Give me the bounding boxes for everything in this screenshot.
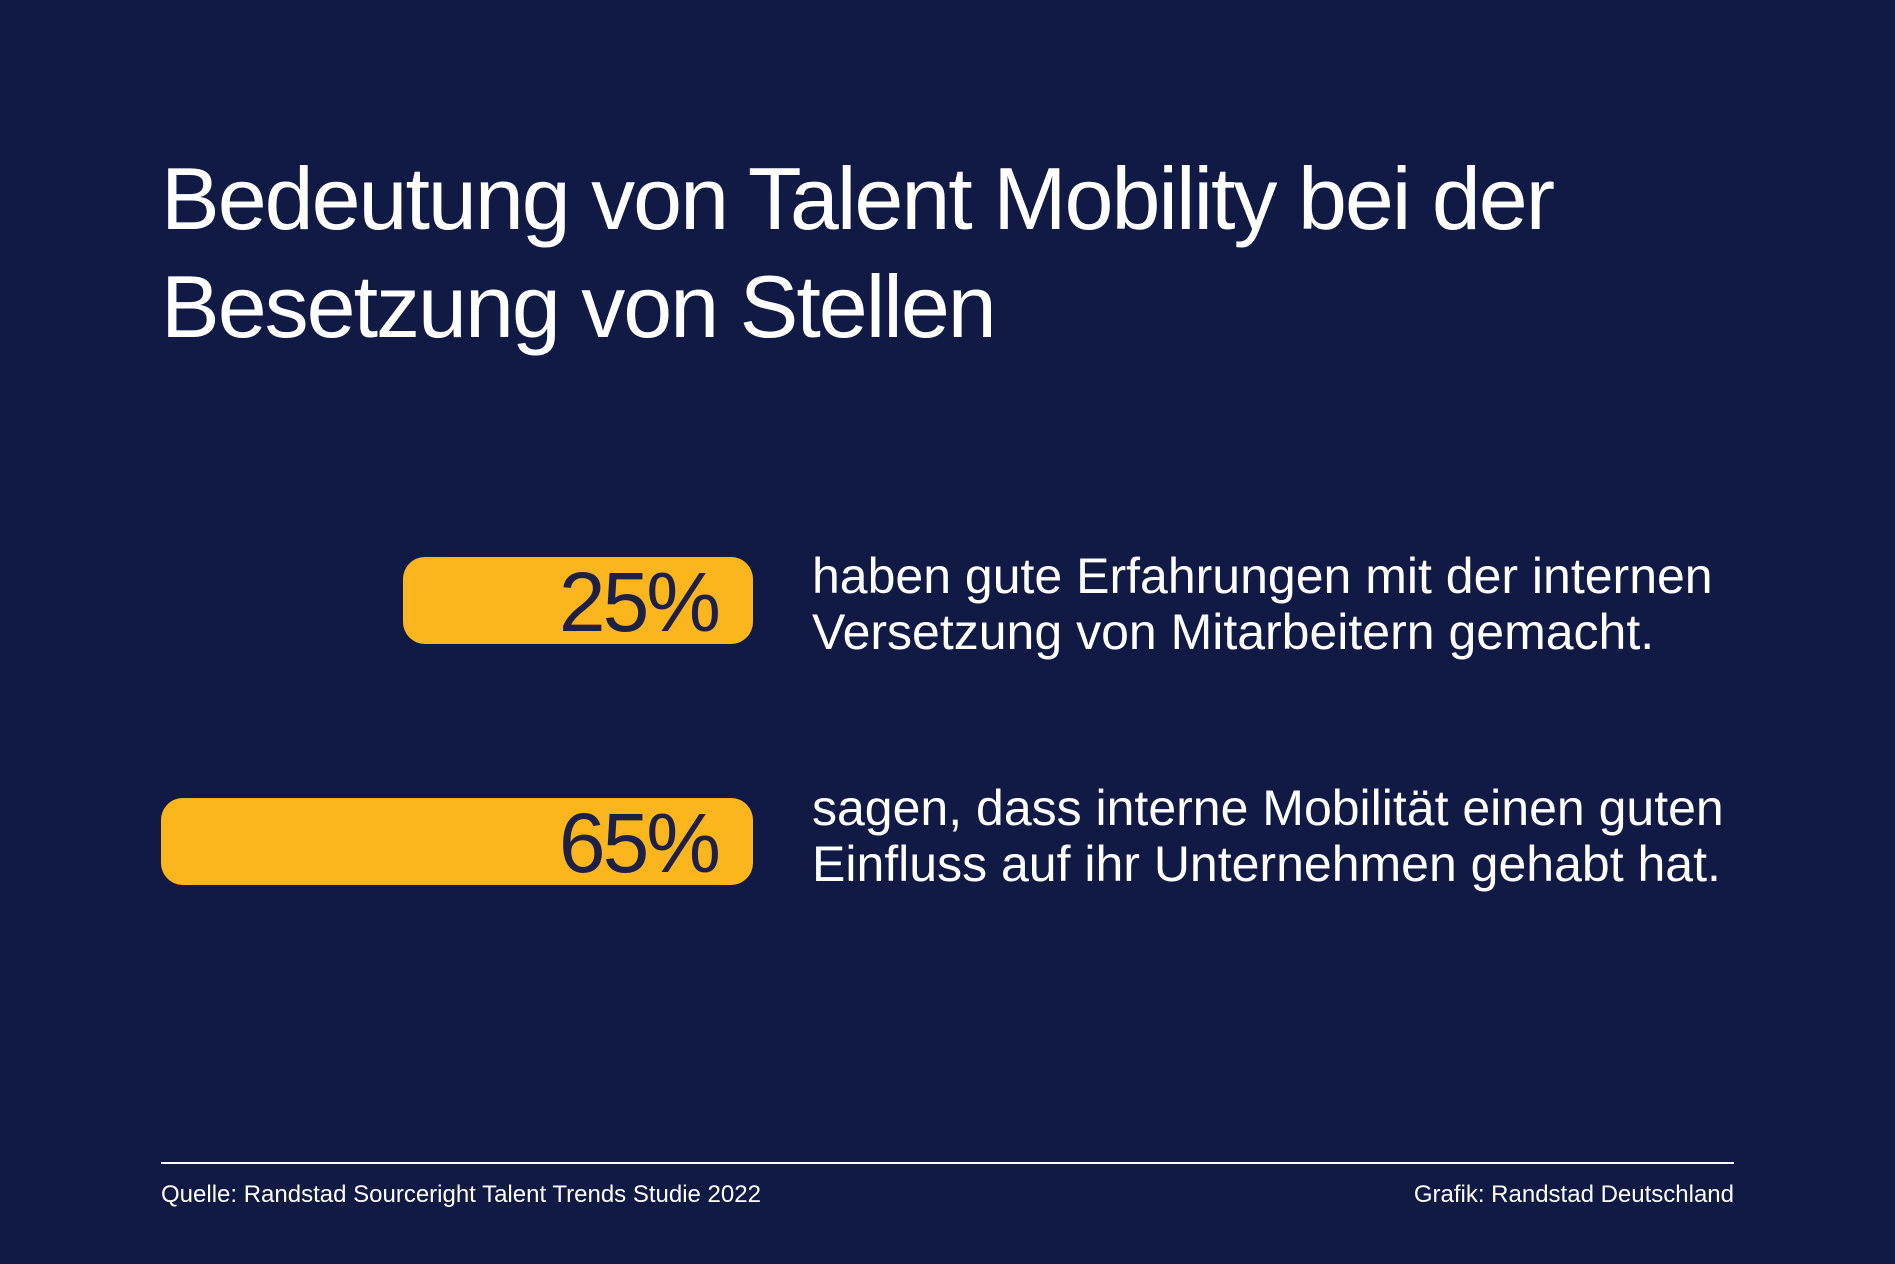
chart-title: Bedeutung von Talent Mobility bei der Be… [161, 149, 1555, 356]
bar-description: haben gute Erfahrungen mit der internen … [812, 548, 1713, 660]
bar-value-label: 65% [558, 796, 721, 890]
bar-value-label: 25% [558, 555, 721, 649]
bar-25-percent: 25% [403, 555, 753, 649]
bar-description: sagen, dass interne Mobilität einen gute… [812, 780, 1724, 892]
source-note: Quelle: Randstad Sourceright Talent Tren… [161, 1181, 761, 1208]
footer-divider [161, 1162, 1734, 1164]
credit-note: Grafik: Randstad Deutschland [1413, 1181, 1734, 1208]
bar-65-percent: 65% [161, 796, 753, 890]
